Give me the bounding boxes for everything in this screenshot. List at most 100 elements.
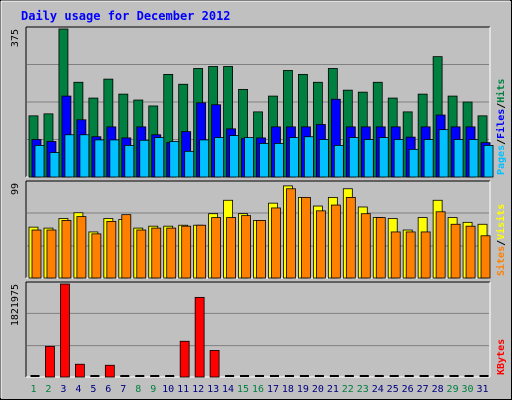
legend-part-4: Hits	[495, 79, 507, 103]
bar-sites-day-13	[211, 217, 222, 279]
bar-kbytes-day-2	[45, 345, 55, 378]
bar-pages-day-16	[259, 143, 269, 178]
x-tick-label-day-28: 28	[432, 384, 444, 395]
bar-pages-day-24	[378, 137, 389, 178]
legend-kbytes: KBytes	[496, 339, 507, 375]
bar-sites-day-2	[46, 229, 57, 279]
bar-pages-day-14	[229, 135, 239, 178]
bar-pages-day-21	[333, 145, 344, 178]
legend-part-2: Visits	[495, 204, 507, 240]
bar-kbytes-zero-day-9	[150, 375, 160, 377]
x-tick-label-day-17: 17	[267, 384, 279, 395]
x-tick-label-day-16: 16	[252, 384, 264, 395]
bar-sites-day-16	[256, 220, 266, 279]
bar-pages-day-9	[154, 137, 165, 178]
bar-kbytes-zero-day-20	[314, 375, 324, 377]
x-tick-label-day-29: 29	[447, 384, 459, 395]
x-tick-label-day-6: 6	[105, 384, 111, 395]
bar-sites-day-29	[450, 223, 461, 279]
bar-sites-day-10	[166, 227, 177, 279]
x-tick-label-day-23: 23	[357, 384, 369, 395]
x-tick-label-day-26: 26	[402, 384, 414, 395]
bar-sites-day-24	[375, 217, 386, 279]
bar-pages-day-25	[393, 139, 404, 178]
bar-pages-day-30	[468, 139, 479, 178]
legend-hits-files-pages: Pages/Files/Hits	[495, 79, 507, 175]
bar-kbytes-zero-day-30	[464, 375, 474, 377]
x-tick-label-day-21: 21	[327, 384, 339, 395]
bar-kbytes-day-6	[104, 364, 115, 378]
bar-pages-day-12	[199, 139, 210, 178]
x-tick-label-day-19: 19	[297, 384, 309, 395]
bar-sites-day-27	[420, 231, 431, 279]
x-tick-label-day-4: 4	[75, 384, 81, 395]
bar-sites-day-22	[345, 196, 356, 279]
bar-pages-day-19	[304, 136, 314, 178]
y-max-label: 99	[10, 183, 21, 195]
bar-kbytes-zero-day-10	[165, 375, 175, 377]
bar-sites-day-9	[151, 227, 162, 279]
x-tick-label-day-14: 14	[222, 384, 234, 395]
x-tick-label-day-25: 25	[387, 384, 399, 395]
bar-sites-day-19	[301, 196, 311, 279]
chart-title: Daily usage for December 2012	[21, 9, 231, 23]
y-max-label: 375	[10, 29, 21, 47]
bar-kbytes-zero-day-26	[404, 375, 414, 377]
x-tick-label-day-12: 12	[192, 384, 204, 395]
bar-kbytes-zero-day-21	[329, 375, 339, 377]
panel-hits-files-pages: 375 Pages/Files/Hits	[10, 26, 507, 178]
bar-kbytes-zero-day-28	[434, 375, 444, 377]
x-tick-label-day-8: 8	[135, 384, 141, 395]
bar-sites-day-8	[136, 229, 147, 279]
bar-sites-day-18	[286, 188, 296, 279]
bar-pages-day-15	[244, 137, 254, 178]
bar-kbytes-day-3	[60, 283, 70, 378]
bar-kbytes-zero-day-19	[299, 375, 309, 377]
bar-kbytes-zero-day-25	[389, 375, 399, 377]
legend-part-1: /	[496, 139, 507, 145]
legend-part-3: /	[496, 103, 507, 109]
bar-sites-day-17	[271, 207, 281, 279]
bar-sites-day-3	[61, 220, 72, 279]
x-tick-label-day-9: 9	[150, 384, 156, 395]
chart-panels: 375 Pages/Files/Hits 99 Sites/Visits 1821975…	[10, 26, 507, 395]
bar-sites-day-4	[76, 216, 87, 279]
bar-kbytes-zero-day-22	[344, 375, 354, 377]
bar-kbytes-zero-day-7	[120, 375, 130, 377]
legend-visits-sites: Sites/Visits	[495, 204, 507, 276]
x-tick-label-day-20: 20	[312, 384, 324, 395]
bar-sites-day-11	[181, 225, 192, 279]
bar-sites-day-21	[330, 204, 341, 279]
bar-pages-day-22	[348, 137, 359, 178]
bar-sites-day-6	[106, 220, 117, 279]
x-tick-label-day-15: 15	[237, 384, 249, 395]
bar-kbytes-zero-day-5	[90, 375, 100, 377]
bar-pages-day-26	[408, 148, 419, 178]
x-tick-label-day-10: 10	[162, 384, 174, 395]
bar-kbytes-zero-day-18	[284, 375, 294, 377]
bar-kbytes-day-12	[194, 296, 205, 378]
bar-sites-day-15	[241, 215, 251, 279]
legend-part-0: KBytes	[496, 339, 507, 375]
bar-kbytes-zero-day-14	[225, 375, 235, 377]
x-tick-label-day-5: 5	[90, 384, 96, 395]
bar-sites-day-7	[121, 214, 132, 279]
y-max-label: 1821975	[10, 284, 21, 326]
x-tick-label-day-11: 11	[177, 384, 189, 395]
bar-sites-day-14	[226, 217, 236, 279]
bar-sites-day-28	[435, 211, 446, 279]
bar-pages-day-1	[34, 145, 45, 178]
legend-part-0: Pages	[496, 145, 507, 175]
bar-pages-day-23	[363, 139, 374, 178]
bar-sites-day-26	[405, 231, 416, 279]
bar-pages-day-7	[124, 145, 135, 178]
bar-kbytes-zero-day-1	[30, 375, 40, 377]
bar-sites-day-31	[480, 235, 491, 279]
bar-kbytes-day-13	[209, 350, 220, 378]
bar-sites-day-30	[465, 225, 476, 279]
bar-sites-day-12	[196, 224, 207, 279]
bar-kbytes-zero-day-23	[359, 375, 369, 377]
bar-kbytes-zero-day-31	[479, 375, 489, 377]
